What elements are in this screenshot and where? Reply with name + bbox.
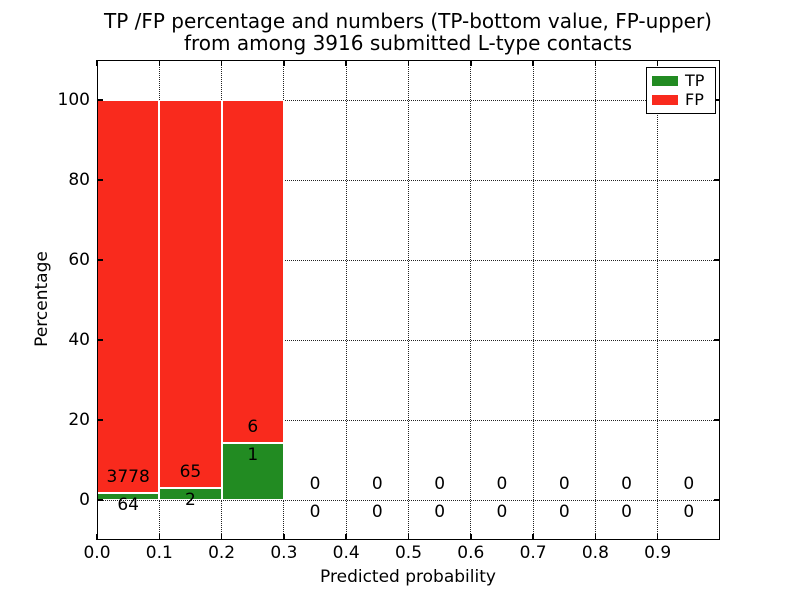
legend-swatch-fp [652, 95, 678, 106]
x-tick-mark [220, 60, 223, 66]
legend-entry-tp: TP [652, 70, 710, 90]
x-gridline [283, 60, 285, 540]
fp-count-label: 65 [179, 462, 202, 483]
legend-label-fp: FP [685, 90, 704, 110]
x-tick-label: 0.1 [145, 543, 173, 563]
fp-count-label: 0 [371, 474, 383, 494]
x-tick-mark [158, 60, 161, 66]
chart-title-line-2: from among 3916 submitted L-type contact… [183, 31, 633, 55]
bar-segment-fp [97, 100, 160, 494]
bar-segment-tp [221, 442, 284, 500]
tp-count-label: 0 [496, 502, 508, 522]
x-tick-mark [96, 60, 98, 66]
tp-count-label: 0 [621, 502, 632, 522]
x-gridline [470, 60, 472, 540]
y-tick-mark [97, 99, 103, 101]
fp-count-label: 3778 [106, 467, 150, 488]
x-tick-label: 0.6 [457, 543, 485, 563]
x-tick-label: 0.0 [83, 543, 111, 563]
x-tick-mark [594, 534, 597, 540]
chart-title-line-1: TP /FP percentage and numbers (TP-bottom… [104, 9, 712, 33]
fp-count-label: 0 [683, 474, 695, 494]
y-tick-mark [97, 499, 103, 501]
x-tick-label: 0.5 [394, 543, 423, 563]
y-tick-mark [714, 259, 720, 261]
tp-count-label: 0 [371, 502, 383, 522]
y-tick-label: 80 [68, 170, 90, 190]
legend-swatch-tp [652, 75, 678, 86]
tp-count-label: 0 [558, 502, 570, 522]
x-tick-mark [532, 534, 534, 540]
x-tick-label: 0.9 [644, 543, 672, 563]
legend-entry-fp: FP [652, 92, 710, 108]
y-axis-label: Percentage [32, 251, 52, 347]
fp-count-label: 0 [621, 474, 632, 494]
y-tick-mark [97, 259, 103, 261]
plot-area [96, 60, 720, 540]
fp-count-label: 6 [247, 416, 259, 437]
x-tick-mark [96, 534, 98, 540]
y-tick-label: 20 [68, 410, 90, 430]
fp-count-label: 0 [496, 474, 508, 494]
y-tick-label: 0 [79, 490, 90, 510]
bar-segment-tp [159, 488, 222, 500]
tp-count-label: 2 [185, 490, 196, 511]
bar-segment-fp [159, 100, 222, 489]
x-tick-label: 0.8 [581, 543, 609, 563]
legend-label-tp: TP [685, 70, 705, 90]
x-tick-mark [594, 60, 597, 66]
x-tick-label: 0.3 [270, 543, 298, 563]
y-tick-label: 60 [68, 250, 90, 270]
y-tick-mark [714, 499, 720, 501]
x-gridline [532, 60, 534, 540]
x-gridline [408, 60, 409, 540]
y-tick-mark [714, 99, 720, 101]
x-tick-label: 0.7 [519, 543, 547, 563]
y-tick-mark [97, 179, 103, 181]
x-tick-mark [345, 534, 347, 540]
x-tick-mark [656, 60, 659, 66]
x-tick-mark [220, 534, 223, 540]
y-tick-mark [714, 419, 720, 421]
x-tick-label: 0.2 [208, 543, 236, 563]
x-tick-mark [470, 60, 472, 66]
x-axis-label: Predicted probability [320, 567, 496, 587]
x-tick-mark [407, 60, 410, 66]
bar-segment-fp [221, 100, 284, 443]
x-gridline [657, 60, 659, 540]
x-tick-label: 0.4 [332, 543, 360, 563]
x-tick-mark [345, 60, 347, 66]
tp-count-label: 0 [309, 502, 321, 522]
tp-count-label: 64 [117, 495, 139, 516]
x-tick-mark [656, 534, 659, 540]
tp-count-label: 0 [683, 502, 695, 522]
tp-count-label: 1 [247, 444, 259, 465]
y-tick-label: 40 [68, 330, 90, 350]
tp-count-label: 0 [434, 502, 446, 522]
bars-layer [97, 60, 720, 540]
x-gridline [594, 60, 596, 540]
x-tick-mark [470, 534, 472, 540]
fp-count-label: 0 [434, 474, 446, 494]
y-tick-mark [714, 339, 720, 341]
y-tick-mark [97, 419, 103, 421]
x-tick-mark [407, 534, 410, 540]
fp-count-label: 0 [558, 474, 570, 494]
x-tick-mark [532, 60, 534, 66]
y-tick-mark [97, 339, 103, 341]
y-tick-mark [714, 179, 720, 181]
y-tick-label: 100 [57, 90, 90, 110]
x-tick-mark [283, 60, 285, 66]
fp-count-label: 0 [309, 474, 321, 494]
legend: TP FP [646, 67, 716, 114]
x-gridline [345, 60, 347, 540]
x-tick-mark [158, 534, 161, 540]
x-tick-mark [283, 534, 285, 540]
